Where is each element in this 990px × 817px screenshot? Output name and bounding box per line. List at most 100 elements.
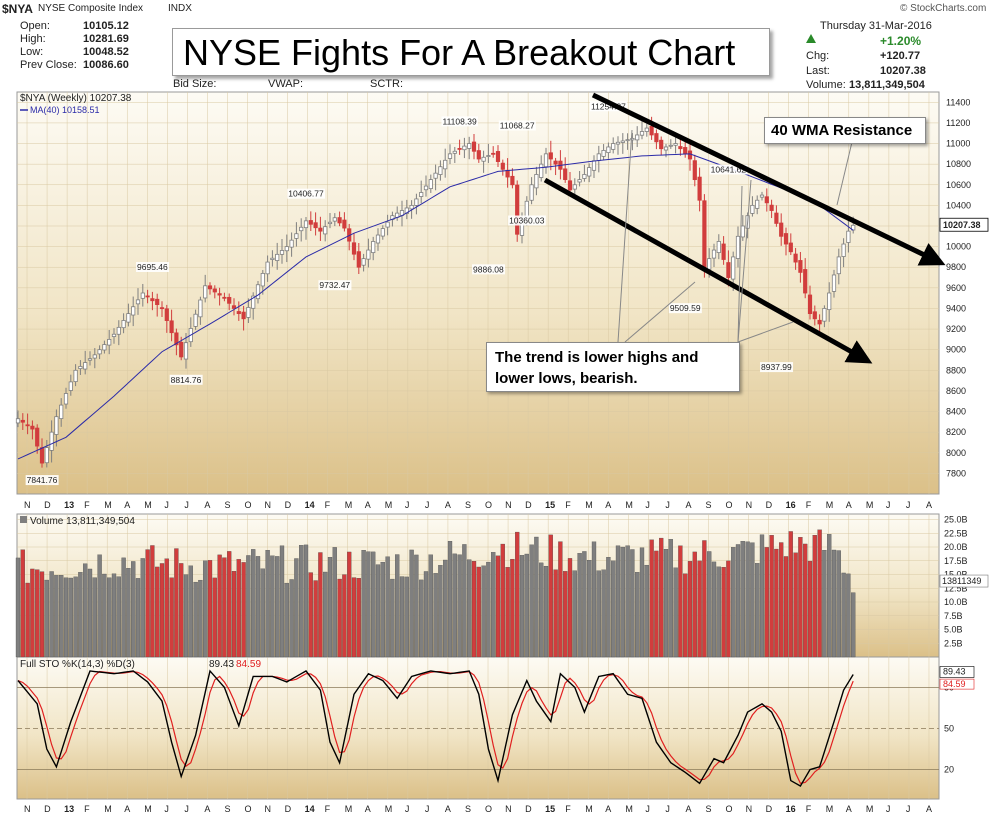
candle-body: [342, 219, 347, 229]
price-month-label: D: [766, 500, 773, 510]
candle-body: [587, 167, 592, 177]
volume-bar: [577, 553, 582, 658]
price-month-label: 16: [786, 500, 796, 510]
volume-bar: [817, 529, 822, 658]
candle-body: [726, 262, 731, 278]
volume-bar: [126, 568, 131, 658]
volume-bar: [639, 547, 645, 658]
volume-bar: [419, 579, 424, 658]
candle-body: [303, 220, 309, 229]
candle-body: [265, 261, 270, 275]
candle-body: [505, 169, 510, 178]
candle-body: [159, 307, 165, 310]
price-month-label: S: [224, 500, 230, 510]
candle-body: [20, 419, 25, 423]
stoch-month-label: M: [345, 804, 353, 814]
last-price-box: [939, 217, 989, 232]
volume-bar: [755, 563, 760, 658]
candle-body: [260, 273, 265, 287]
price-month-label: S: [706, 500, 712, 510]
volume-bar: [222, 557, 227, 658]
volume-bar: [524, 553, 529, 658]
price-month-label: A: [124, 500, 130, 510]
candle-body: [102, 344, 107, 351]
volume-bar: [135, 578, 141, 658]
candle-body: [73, 369, 78, 383]
source-credit: © StockCharts.com: [900, 3, 987, 14]
stoch-month-label: A: [846, 804, 852, 814]
resistance-callout: 40 WMA Resistance: [764, 117, 926, 144]
candle-body: [476, 150, 481, 160]
volume-bar: [164, 558, 169, 658]
volume-bar: [179, 563, 184, 658]
volume-bar: [270, 555, 275, 658]
volume-bar: [759, 534, 765, 658]
stoch-month-label: S: [706, 804, 712, 814]
price-month-label: A: [365, 500, 371, 510]
volume-bar: [481, 565, 486, 658]
candle-body: [750, 204, 755, 214]
volume-bar: [558, 541, 563, 658]
candle-body: [563, 168, 568, 181]
volume-bar: [20, 549, 25, 658]
candle-body: [337, 217, 342, 224]
stoch-month-label: O: [726, 804, 733, 814]
stoch-month-label: N: [24, 804, 31, 814]
stoch-month-label: J: [645, 804, 650, 814]
volume-bar: [462, 544, 467, 658]
volume-bar: [275, 556, 280, 658]
stoch-month-label: D: [44, 804, 51, 814]
volume-bar: [692, 551, 697, 658]
candle-body: [409, 204, 414, 210]
volume-bar: [294, 558, 299, 658]
volume-bar: [49, 571, 54, 658]
volume-bar: [476, 566, 481, 658]
volume-bar: [740, 541, 745, 658]
volume-bar: [659, 537, 664, 658]
volume-bar: [505, 567, 510, 658]
candle-body: [222, 296, 227, 299]
volume-bar: [543, 565, 549, 658]
candle-body: [193, 313, 198, 327]
stoch-month-label: M: [866, 804, 874, 814]
price-month-label: F: [84, 500, 90, 510]
candle-body: [275, 253, 280, 261]
candle-body: [779, 222, 784, 237]
stoch-month-label: 15: [545, 804, 555, 814]
price-tick-label: 8400: [946, 407, 966, 417]
volume-bar: [25, 582, 30, 658]
stoch-month-label: M: [625, 804, 633, 814]
volume-tick-label: 22.5B: [944, 528, 968, 538]
stoch-month-label: J: [184, 804, 189, 814]
price-annotation: 9695.46: [137, 262, 168, 272]
stoch-month-label: D: [766, 804, 773, 814]
volume-bar: [711, 561, 717, 658]
candle-body: [63, 393, 69, 405]
volume-bar: [822, 550, 827, 658]
change-percent: +1.20%: [880, 34, 922, 48]
volume-bar: [702, 540, 707, 658]
candle-body: [294, 233, 299, 239]
price-month-label: J: [645, 500, 650, 510]
price-annotation-box: [441, 116, 478, 127]
prevclose-value: 10086.60: [83, 59, 129, 71]
volume-bar: [265, 550, 270, 658]
volume-bar: [174, 548, 179, 658]
stoch-month-label: N: [265, 804, 272, 814]
price-annotation: 7841.76: [27, 475, 58, 485]
candle-body: [803, 269, 808, 294]
volume-bar: [572, 570, 577, 658]
candle-body: [121, 320, 126, 329]
volume-bar: [687, 561, 693, 658]
stoch-month-label: J: [164, 804, 169, 814]
volume-bar: [635, 572, 640, 658]
candle-body: [203, 285, 208, 299]
volume-bar: [841, 572, 846, 658]
candle-body: [735, 235, 741, 259]
candle-body: [495, 151, 501, 162]
candle-body: [174, 332, 179, 346]
last-label: Last:: [806, 65, 830, 77]
price-month-label: F: [806, 500, 812, 510]
price-month-label: S: [465, 500, 471, 510]
price-tick-label: 10000: [946, 242, 971, 252]
